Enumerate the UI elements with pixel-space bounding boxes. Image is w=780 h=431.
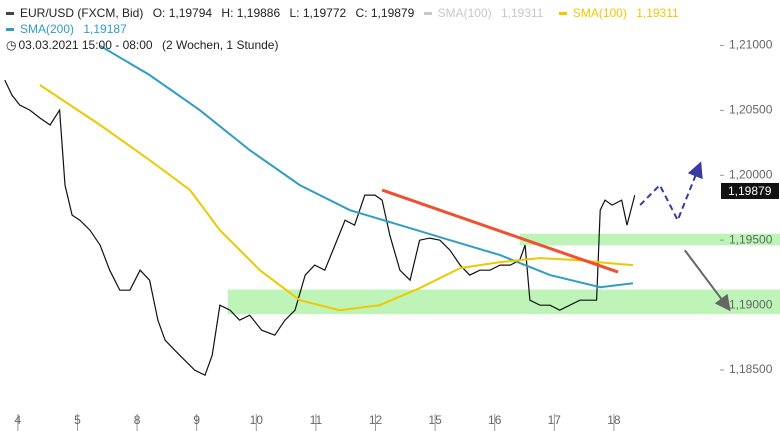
indicator-legend[interactable]: SMA(200) 1,19187: [6, 21, 691, 37]
y-tick-label: 1,21000: [729, 38, 773, 52]
period: (2 Wochen, 1 Stunde): [161, 38, 279, 52]
x-tick-label: 4: [15, 413, 22, 427]
legend-name: SMA(200): [20, 22, 75, 36]
y-tick-label: 1,20000: [729, 167, 773, 181]
legend-name: SMA(100): [437, 6, 492, 20]
header-line: EUR/USD (FXCM, Bid) O: 1,19794 H: 1,1988…: [6, 5, 691, 21]
x-tick-label: 8: [134, 413, 141, 427]
legend-dash: [423, 12, 432, 16]
y-tick-label: 1,18500: [729, 362, 773, 376]
indicator-legend[interactable]: SMA(100) 1,19311: [558, 6, 685, 20]
legend-value: 1,19311: [500, 6, 544, 20]
x-tick-label: 10: [250, 413, 264, 427]
x-tick-label: 16: [488, 413, 502, 427]
trendline: [381, 188, 619, 274]
range-line: ◷ 03.03.2021 15:00 - 08:00 (2 Wochen, 1 S…: [6, 37, 691, 53]
last-price-label: 1,19879: [728, 184, 772, 198]
y-tick-label: 1,19000: [729, 297, 773, 311]
ohlc: O: 1,19794: [152, 6, 213, 20]
sma-line: [39, 84, 634, 312]
symbol-dash: [6, 12, 14, 16]
x-tick-label: 12: [369, 413, 383, 427]
x-tick-label: 17: [548, 413, 562, 427]
x-tick-label: 9: [193, 413, 200, 427]
date-range: 03.03.2021 15:00 - 08:00: [18, 38, 153, 52]
chart-header: EUR/USD (FXCM, Bid) O: 1,19794 H: 1,1988…: [6, 5, 691, 53]
x-tick-label: 11: [310, 413, 323, 427]
zone: [519, 233, 780, 246]
legend-dash: [6, 28, 14, 32]
clock-icon: ◷: [6, 38, 17, 52]
y-tick-label: 1,20500: [729, 103, 773, 117]
legend-dash: [558, 12, 567, 16]
x-tick-label: 15: [428, 413, 442, 427]
legend-value: 1,19187: [83, 22, 127, 36]
last-price-tag: [721, 182, 779, 199]
forecast-arrow: [639, 161, 703, 223]
down-arrow: [684, 249, 731, 312]
sma-line: [99, 44, 634, 289]
x-tick-label: 5: [74, 413, 81, 427]
legend-name: SMA(100): [572, 6, 627, 20]
y-tick-label: 1,19500: [729, 232, 773, 246]
price-line: [4, 79, 636, 377]
ohlc: H: 1,19886: [221, 6, 281, 20]
ohlc: L: 1,19772: [289, 6, 347, 20]
ohlc: C: 1,19879: [355, 6, 415, 20]
x-tick-label: 18: [607, 413, 621, 427]
symbol: EUR/USD (FXCM, Bid): [20, 6, 144, 20]
legend-value: 1,19311: [636, 6, 679, 20]
indicator-legend[interactable]: SMA(100) 1,19311: [423, 6, 550, 20]
zone: [227, 289, 780, 315]
